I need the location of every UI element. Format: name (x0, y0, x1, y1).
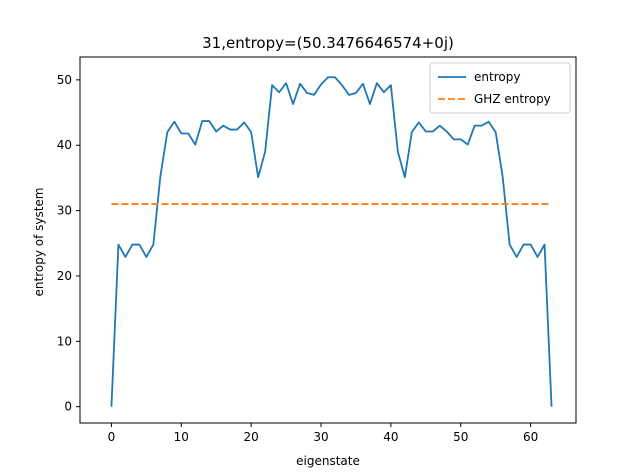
x-tick-label: 60 (523, 430, 538, 444)
x-tick-label: 40 (383, 430, 398, 444)
legend: entropy GHZ entropy (429, 62, 571, 114)
series-line-0 (110, 76, 553, 407)
x-tick-label: 0 (108, 430, 116, 444)
legend-label-1: GHZ entropy (474, 92, 551, 106)
y-tick-label: 10 (57, 334, 72, 348)
legend-label-0: entropy (474, 70, 520, 84)
x-tick-label: 50 (453, 430, 468, 444)
y-tick-label: 40 (57, 138, 72, 152)
axes-frame (79, 56, 577, 424)
y-tick-label: 0 (64, 400, 72, 414)
x-axis-label: eigenstate (296, 454, 360, 468)
plot-area: 0 10 20 30 40 50 60 0 10 20 30 40 50 entropy GHZ entro… (57, 56, 577, 444)
x-tick-label: 30 (313, 430, 328, 444)
y-tick-label: 50 (57, 73, 72, 87)
y-tick-label: 20 (57, 269, 72, 283)
y-tick-label: 30 (57, 204, 72, 218)
x-tick-label: 20 (244, 430, 259, 444)
x-tick-label: 10 (174, 430, 189, 444)
legend-box (429, 62, 571, 114)
chart-title: 31,entropy=(50.3476646574+0j) (202, 34, 454, 52)
y-axis-label: entropy of system (32, 187, 46, 296)
